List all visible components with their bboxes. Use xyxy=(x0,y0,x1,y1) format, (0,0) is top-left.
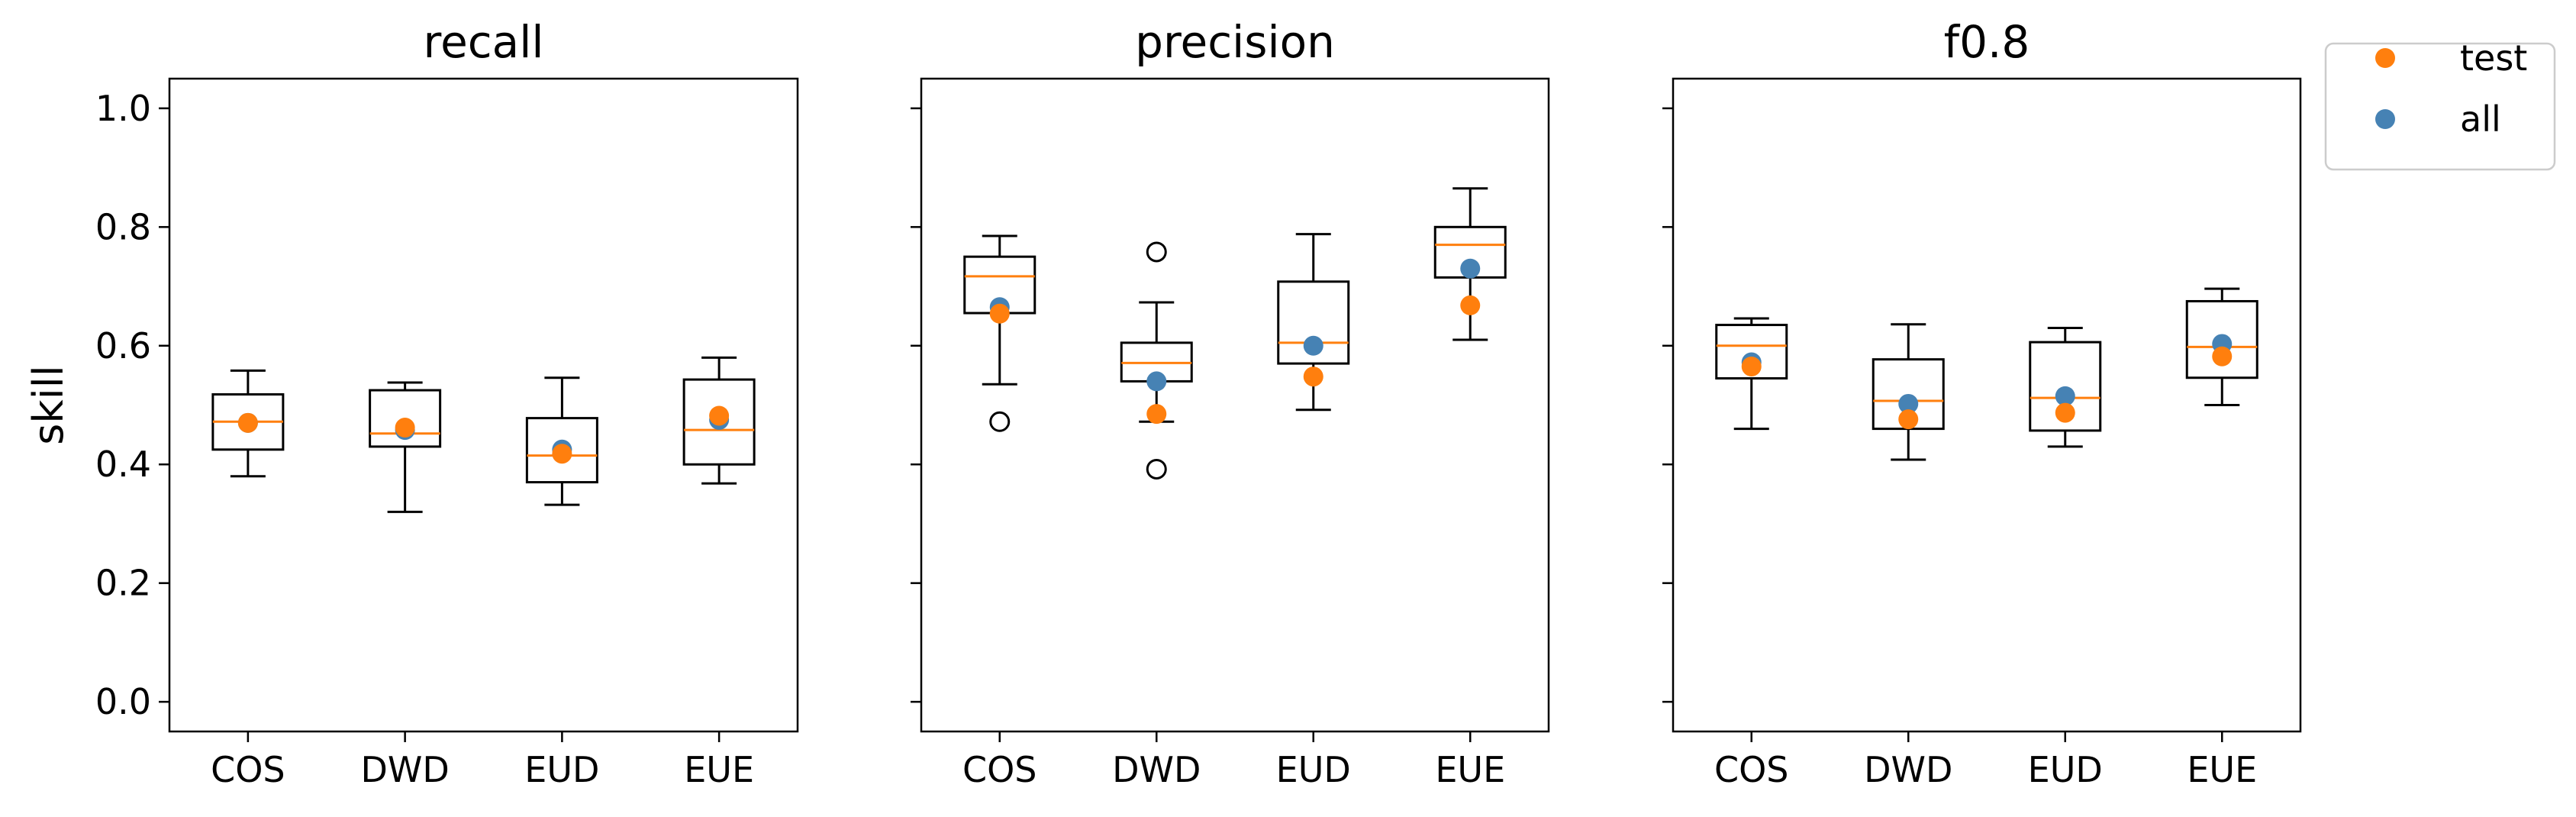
outlier-point xyxy=(989,411,1011,432)
legend-frame xyxy=(2324,42,2556,171)
legend-marker-test xyxy=(2375,48,2395,68)
box-eud xyxy=(2029,326,2102,448)
x-tick-label: DWD xyxy=(360,749,449,790)
box-iqr xyxy=(525,417,598,484)
axes-frame xyxy=(1672,77,2302,733)
all-point xyxy=(1460,258,1481,279)
x-tick-label: EUE xyxy=(1435,749,1505,790)
y-tick-label: 0.4 xyxy=(95,444,151,485)
test-point xyxy=(989,303,1010,324)
test-point xyxy=(1898,409,1919,430)
test-point xyxy=(709,405,730,426)
all-point xyxy=(1146,371,1167,392)
x-tick-label: COS xyxy=(211,749,285,790)
x-tick-label: EUD xyxy=(2028,749,2103,790)
box-cos xyxy=(211,369,285,478)
box-dwd xyxy=(1872,323,1945,461)
x-tick-label: EUE xyxy=(2187,749,2257,790)
x-tick-label: COS xyxy=(1714,749,1789,790)
panel-1: precision COS DWD EUD EUE xyxy=(911,16,1550,790)
x-tick-label: EUE xyxy=(684,749,754,790)
test-point xyxy=(1460,295,1481,315)
all-point xyxy=(1898,393,1919,414)
box-iqr xyxy=(2029,341,2102,432)
outlier-point xyxy=(1146,241,1167,263)
box-eud xyxy=(525,376,598,506)
box-eud xyxy=(1277,233,1350,412)
box-iqr xyxy=(1277,280,1350,365)
y-tick-label: 0.8 xyxy=(95,206,151,247)
box-cos xyxy=(1715,317,1788,431)
test-point xyxy=(1741,356,1762,376)
legend-label-test: test xyxy=(2460,37,2527,79)
axes-frame xyxy=(920,77,1550,733)
box-dwd xyxy=(369,381,442,513)
box-iqr xyxy=(1715,324,1788,380)
test-point xyxy=(2055,402,2075,423)
legend-marker-all xyxy=(2375,109,2395,129)
panel-2: f0.8 COS DWD EUD EUE xyxy=(1662,16,2302,790)
y-tick-label: 0.2 xyxy=(95,563,151,604)
box-iqr xyxy=(682,378,756,466)
box-iqr xyxy=(2185,299,2258,379)
legend-label-all: all xyxy=(2460,98,2501,140)
legend: test all xyxy=(2324,37,2556,171)
test-point xyxy=(2212,346,2233,367)
test-point xyxy=(1303,367,1323,387)
test-point xyxy=(237,412,258,433)
x-tick-label: COS xyxy=(962,749,1037,790)
box-eue xyxy=(2185,287,2258,406)
x-tick-label: DWD xyxy=(1864,749,1952,790)
box-cos xyxy=(963,234,1037,432)
all-point xyxy=(1303,335,1323,356)
x-tick-label: DWD xyxy=(1112,749,1201,790)
panel-title: precision xyxy=(1135,16,1335,68)
test-point xyxy=(1146,404,1167,425)
box-eue xyxy=(1433,187,1507,341)
y-tick-label: 0.0 xyxy=(95,681,151,722)
y-tick-label: 1.0 xyxy=(95,88,151,129)
y-tick-label: 0.6 xyxy=(95,325,151,367)
box-iqr xyxy=(369,389,442,448)
test-point xyxy=(395,418,415,438)
test-point xyxy=(552,444,572,464)
panel-0: recall 0.0 0.2 0.4 0.6 0.8 1.0 COS DWD EUD EUE xyxy=(95,16,799,790)
box-eue xyxy=(682,356,756,485)
panel-title: f0.8 xyxy=(1944,16,2030,68)
x-tick-label: EUD xyxy=(524,749,599,790)
axes-frame xyxy=(168,77,799,733)
outlier-point xyxy=(1146,458,1167,480)
x-tick-label: EUD xyxy=(1276,749,1351,790)
box-dwd xyxy=(1120,241,1193,480)
all-point xyxy=(2055,386,2075,406)
panel-title: recall xyxy=(424,16,544,68)
y-axis-label: skill xyxy=(24,365,73,444)
